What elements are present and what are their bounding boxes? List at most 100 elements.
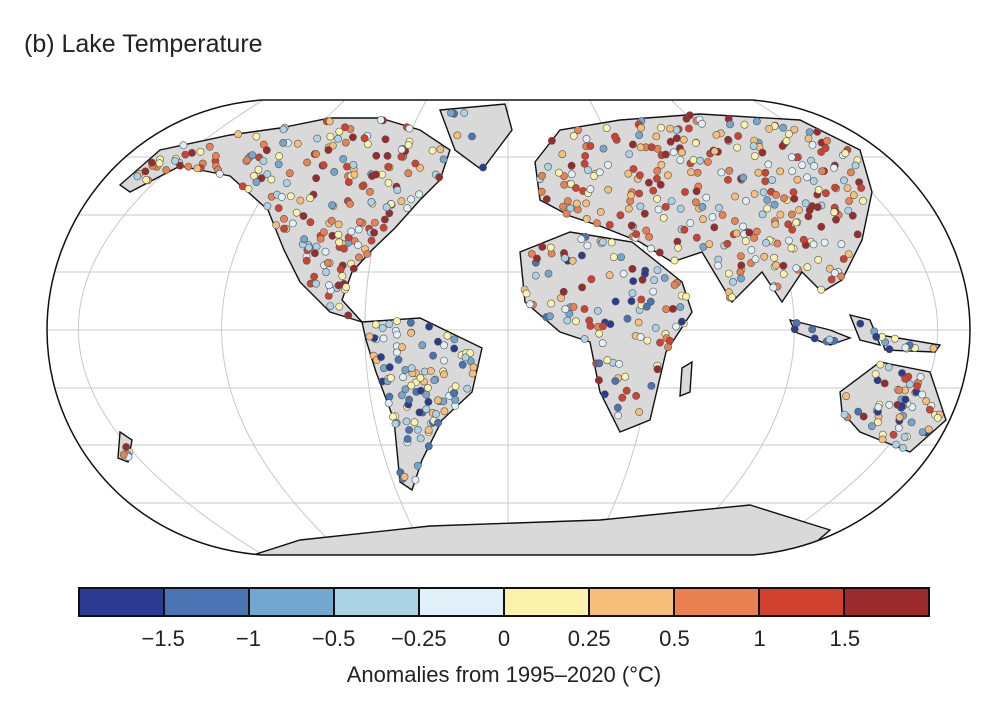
- lake-marker: [799, 235, 808, 244]
- lake-marker: [808, 325, 817, 334]
- lake-marker: [686, 219, 695, 227]
- lake-marker: [430, 376, 439, 385]
- lake-marker: [737, 274, 745, 283]
- lake-marker: [900, 433, 909, 441]
- lake-marker: [394, 355, 403, 364]
- lake-marker: [479, 163, 487, 172]
- lake-marker: [808, 202, 817, 211]
- lake-marker: [407, 364, 416, 373]
- lake-marker: [809, 240, 818, 249]
- lake-marker: [718, 211, 727, 219]
- lake-marker: [461, 353, 470, 362]
- lake-marker: [447, 109, 455, 117]
- lake-marker: [787, 244, 796, 252]
- lake-marker: [656, 338, 664, 347]
- lake-marker: [672, 322, 680, 331]
- lake-marker: [359, 181, 368, 190]
- lake-marker: [407, 381, 416, 390]
- lake-marker: [691, 139, 700, 147]
- lake-marker: [759, 188, 768, 197]
- lake-marker: [142, 175, 151, 184]
- lake-marker: [582, 134, 591, 143]
- lake-marker: [653, 174, 661, 183]
- lake-marker: [891, 334, 899, 343]
- lake-marker: [672, 126, 681, 134]
- colorbar-bin: [165, 589, 250, 615]
- lake-marker: [771, 220, 780, 229]
- lake-marker: [184, 162, 193, 171]
- lake-marker: [293, 139, 302, 148]
- lake-marker: [463, 384, 472, 393]
- lake-marker: [572, 184, 580, 192]
- lake-marker: [687, 168, 695, 177]
- lake-marker: [244, 184, 253, 193]
- lake-marker: [458, 360, 467, 369]
- lake-marker: [758, 148, 767, 157]
- lake-marker: [547, 299, 555, 308]
- lake-marker: [370, 218, 379, 227]
- lake-marker: [905, 380, 914, 389]
- lake-marker: [724, 175, 732, 184]
- lake-marker: [363, 140, 372, 148]
- lake-marker: [740, 120, 749, 129]
- lake-marker: [378, 324, 387, 332]
- lake-marker: [832, 215, 840, 224]
- lake-marker: [450, 344, 459, 353]
- lake-marker: [894, 423, 903, 432]
- lake-marker: [831, 183, 839, 192]
- lake-marker: [599, 322, 607, 331]
- lake-marker: [312, 150, 320, 158]
- lake-marker: [176, 161, 184, 170]
- lake-marker: [698, 119, 706, 128]
- lake-marker: [453, 131, 462, 140]
- lake-marker: [750, 234, 758, 242]
- lake-marker: [595, 376, 603, 385]
- lake-marker: [638, 275, 647, 284]
- lake-marker: [572, 199, 581, 208]
- lake-marker: [885, 400, 894, 409]
- lake-marker: [918, 390, 926, 399]
- lake-marker: [595, 359, 604, 368]
- lake-marker: [538, 242, 547, 251]
- lake-marker: [634, 318, 643, 327]
- lake-marker: [764, 160, 773, 169]
- lake-marker: [196, 147, 205, 156]
- lake-marker: [916, 372, 925, 381]
- lake-marker: [830, 163, 838, 172]
- lake-marker: [747, 246, 756, 254]
- lake-marker: [898, 402, 906, 410]
- lake-marker: [680, 225, 689, 234]
- lake-marker: [785, 130, 793, 138]
- lake-marker: [789, 188, 798, 196]
- lake-marker: [617, 253, 625, 261]
- lake-marker: [434, 418, 442, 427]
- lake-marker: [611, 297, 620, 306]
- lake-marker: [341, 138, 350, 147]
- lake-marker: [429, 351, 437, 360]
- africa: [519, 231, 693, 433]
- lake-marker: [580, 159, 589, 168]
- lake-marker: [731, 217, 739, 225]
- lake-marker: [413, 461, 422, 470]
- lake-marker: [725, 166, 734, 175]
- lake-marker: [653, 194, 661, 203]
- lake-marker: [605, 220, 614, 229]
- lake-marker: [803, 263, 812, 272]
- lake-marker: [676, 156, 685, 164]
- lake-marker: [468, 132, 476, 141]
- colorbar-tick-label: −0.25: [390, 626, 447, 651]
- lake-marker: [322, 268, 330, 277]
- lake-marker: [397, 152, 406, 161]
- lake-marker: [340, 244, 348, 253]
- lake-marker: [300, 235, 308, 244]
- lake-marker: [645, 178, 653, 187]
- lake-marker: [605, 271, 614, 280]
- lake-marker: [299, 212, 308, 220]
- lake-marker: [384, 399, 393, 408]
- colorbar-bin: [845, 589, 928, 615]
- lake-marker: [714, 261, 722, 270]
- colorbar-tick-label: −0.5: [311, 626, 356, 651]
- lake-marker: [338, 272, 347, 280]
- lake-marker: [406, 318, 415, 327]
- lake-marker: [676, 303, 685, 311]
